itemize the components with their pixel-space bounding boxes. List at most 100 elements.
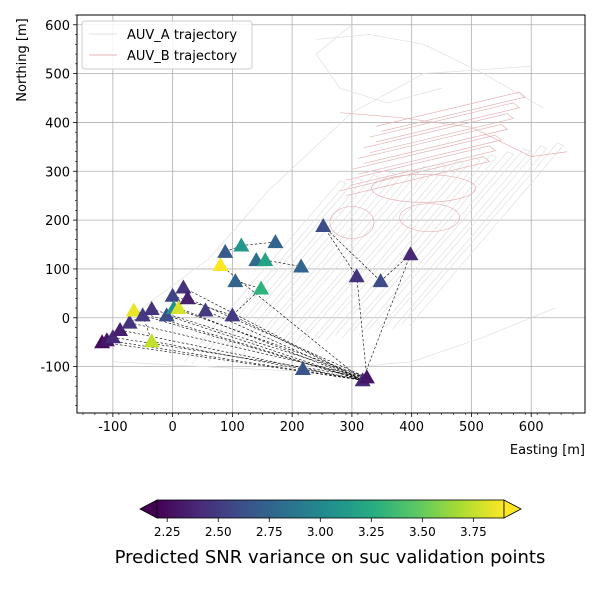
auv-a-track bbox=[351, 151, 514, 336]
y-axis-ticks: -100 0 100 200 300 400 500 600 bbox=[40, 14, 77, 406]
colorbar-ticks: 2.25 2.50 2.75 3.00 3.25 3.50 3.75 bbox=[154, 518, 487, 539]
point-marker bbox=[294, 361, 311, 376]
x-tick-label: 200 bbox=[280, 420, 305, 435]
auv-b-track bbox=[357, 124, 509, 164]
link-line bbox=[166, 315, 363, 381]
point-marker bbox=[179, 290, 196, 305]
auv-a-track bbox=[184, 180, 347, 365]
colorbar-tick-label: 3.75 bbox=[460, 525, 487, 539]
auv-b-loop bbox=[399, 203, 460, 233]
auv-a-track bbox=[368, 148, 531, 333]
x-tick-label: -100 bbox=[98, 420, 128, 435]
colorbar-tick-label: 3.25 bbox=[358, 525, 385, 539]
y-tick-label: 200 bbox=[45, 214, 70, 229]
auv-a-track bbox=[267, 165, 431, 350]
auv-a-track bbox=[316, 34, 544, 109]
colorbar-tick-label: 3.00 bbox=[307, 525, 334, 539]
colorbar-gradient bbox=[156, 499, 505, 519]
point-marker bbox=[358, 369, 375, 384]
point-marker bbox=[267, 234, 284, 249]
link-line bbox=[322, 225, 357, 277]
link-line bbox=[302, 368, 363, 381]
colorbar-tick-label: 3.50 bbox=[409, 525, 436, 539]
x-axis-ticks: -100 0 100 200 300 400 500 600 bbox=[82, 413, 574, 435]
x-tick-label: 500 bbox=[459, 420, 484, 435]
link-line bbox=[265, 259, 302, 267]
legend-box bbox=[81, 20, 253, 70]
auv-a-track bbox=[315, 24, 442, 104]
point-marker bbox=[217, 243, 234, 258]
auv-b-track bbox=[345, 145, 497, 186]
x-tick-label: 0 bbox=[168, 420, 176, 435]
point-marker bbox=[158, 307, 175, 322]
auv-a-track bbox=[401, 142, 565, 327]
y-axis-label: Northing [m] bbox=[15, 18, 30, 101]
trajectories bbox=[100, 24, 568, 372]
link-line bbox=[119, 329, 363, 381]
point-marker bbox=[402, 246, 419, 261]
grid bbox=[77, 15, 585, 413]
auv-a-track bbox=[301, 160, 464, 344]
auv-a-track bbox=[112, 307, 556, 372]
link-line bbox=[220, 264, 363, 381]
y-tick-label: 300 bbox=[45, 165, 70, 180]
x-axis-label: Easting [m] bbox=[510, 443, 585, 458]
legend-label-auv-b: AUV_B trajectory bbox=[127, 49, 237, 64]
auv-a-track bbox=[234, 171, 397, 356]
link-line bbox=[178, 307, 363, 381]
auv-a-track bbox=[385, 145, 548, 330]
link-line bbox=[151, 308, 367, 378]
auv-a-track bbox=[251, 168, 414, 353]
y-tick-label: 600 bbox=[45, 19, 70, 34]
point-marker bbox=[253, 280, 270, 295]
link-line bbox=[205, 310, 363, 381]
point-marker bbox=[143, 300, 160, 315]
point-marker bbox=[170, 300, 187, 315]
auv-b-loop bbox=[371, 174, 476, 203]
legend: AUV_A trajectory AUV_B trajectory bbox=[81, 20, 253, 70]
point-marker bbox=[125, 302, 142, 317]
point-marker bbox=[143, 333, 160, 348]
link-line bbox=[129, 322, 367, 378]
plot-frame bbox=[76, 14, 586, 414]
point-marker bbox=[112, 321, 129, 336]
auv-b-track bbox=[363, 113, 515, 154]
point-marker bbox=[175, 279, 192, 294]
point-marker bbox=[315, 217, 332, 232]
colorbar-tick-label: 2.25 bbox=[154, 525, 181, 539]
legend-label-auv-a: AUV_A trajectory bbox=[127, 28, 237, 43]
point-marker bbox=[224, 307, 241, 322]
point-marker bbox=[372, 273, 389, 288]
link-line bbox=[356, 276, 368, 378]
plot-background bbox=[77, 15, 585, 413]
point-marker bbox=[164, 287, 181, 302]
auv-b-track bbox=[351, 134, 503, 175]
auv-b-track bbox=[339, 156, 491, 197]
y-tick-label: 400 bbox=[45, 116, 70, 131]
markers bbox=[94, 217, 419, 387]
auv-a-track bbox=[318, 157, 481, 341]
colorbar-extend-low bbox=[139, 499, 158, 519]
auv-b-track bbox=[339, 112, 568, 157]
point-marker bbox=[197, 302, 214, 317]
x-tick-label: 100 bbox=[220, 420, 245, 435]
auv-b-loop bbox=[329, 206, 375, 239]
point-marker bbox=[212, 257, 229, 272]
auv-a-track bbox=[284, 163, 447, 347]
y-tick-label: 0 bbox=[62, 312, 70, 327]
link-line bbox=[187, 297, 367, 378]
point-marker bbox=[121, 314, 138, 329]
link-line bbox=[142, 315, 363, 381]
y-tick-label: 100 bbox=[45, 263, 70, 278]
point-marker bbox=[134, 307, 151, 322]
y-tick-label: -100 bbox=[40, 361, 70, 376]
point-marker bbox=[293, 258, 310, 273]
colorbar-tick-label: 2.75 bbox=[256, 525, 283, 539]
auv-a-track bbox=[201, 177, 364, 362]
auv-a-track bbox=[334, 154, 498, 339]
point-marker bbox=[257, 252, 274, 267]
x-tick-label: 300 bbox=[340, 420, 365, 435]
auv-b-track bbox=[375, 91, 527, 132]
colorbar-extend-high bbox=[503, 499, 522, 519]
